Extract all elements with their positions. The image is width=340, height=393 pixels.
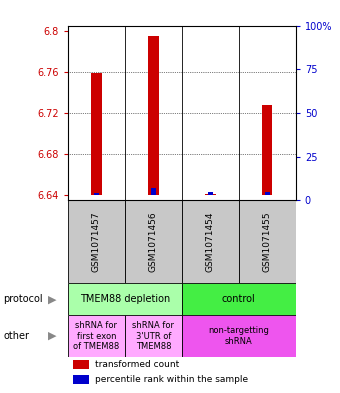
- Text: protocol: protocol: [3, 294, 43, 304]
- Text: shRNA for
3'UTR of
TMEM88: shRNA for 3'UTR of TMEM88: [132, 321, 174, 351]
- Bar: [205, 194, 216, 195]
- Bar: [125, 315, 182, 357]
- Bar: [265, 192, 270, 195]
- Text: GSM1071457: GSM1071457: [92, 211, 101, 272]
- Bar: [151, 188, 156, 195]
- Bar: [182, 315, 296, 357]
- Text: transformed count: transformed count: [95, 360, 180, 369]
- Bar: [72, 375, 88, 384]
- Bar: [68, 315, 125, 357]
- Bar: [68, 200, 125, 283]
- Bar: [148, 36, 158, 195]
- Bar: [125, 200, 182, 283]
- Bar: [94, 193, 99, 195]
- Text: ▶: ▶: [49, 331, 57, 341]
- Bar: [262, 105, 272, 195]
- Text: TMEM88 depletion: TMEM88 depletion: [80, 294, 170, 304]
- Text: GSM1071456: GSM1071456: [149, 211, 158, 272]
- Text: GSM1071454: GSM1071454: [206, 211, 215, 272]
- Text: control: control: [222, 294, 256, 304]
- Text: other: other: [3, 331, 29, 341]
- Text: shRNA for
first exon
of TMEM88: shRNA for first exon of TMEM88: [73, 321, 120, 351]
- Text: GSM1071455: GSM1071455: [263, 211, 272, 272]
- Bar: [208, 192, 213, 195]
- Text: percentile rank within the sample: percentile rank within the sample: [95, 375, 249, 384]
- Text: non-targetting
shRNA: non-targetting shRNA: [208, 326, 269, 346]
- Bar: [72, 360, 88, 369]
- Text: ▶: ▶: [49, 294, 57, 304]
- Bar: [182, 283, 296, 315]
- Bar: [239, 200, 296, 283]
- Bar: [182, 200, 239, 283]
- Bar: [91, 73, 102, 195]
- Bar: [68, 283, 182, 315]
